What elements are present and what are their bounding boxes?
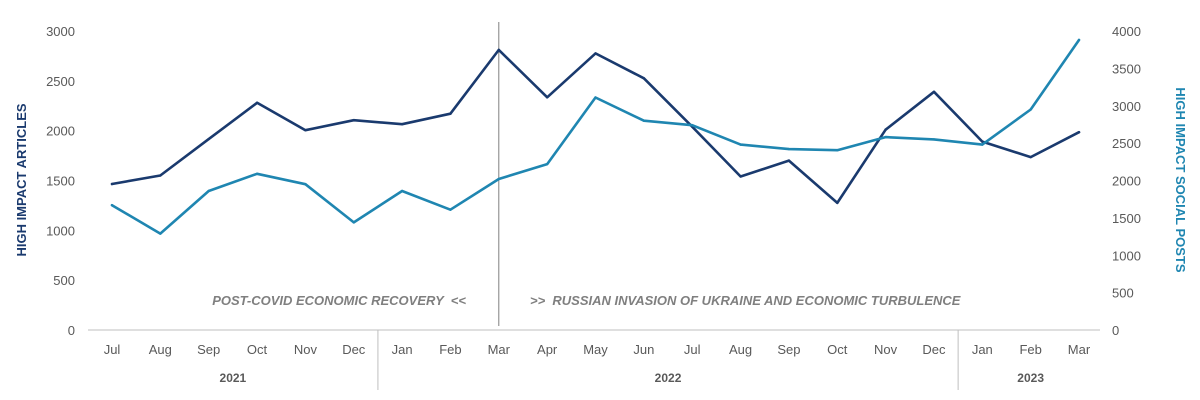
annotation-right: >> RUSSIAN INVASION OF UKRAINE AND ECONO… [530,293,961,308]
social-posts-point [304,183,307,186]
social-posts-point [981,143,984,146]
x-tick-label: Apr [537,342,558,357]
articles-point [545,96,549,99]
articles-point [836,201,839,205]
right-tick-label: 1000 [1112,248,1141,263]
right-tick-label: 4000 [1112,24,1141,39]
articles-point [159,174,162,177]
left-tick-label: 500 [53,273,75,288]
left-tick-label: 0 [68,323,75,338]
x-tick-label: Jul [104,342,121,357]
articles-point [207,137,210,141]
social-posts-point [255,172,259,175]
social-posts-point [207,189,210,193]
social-posts-point [159,232,162,235]
articles-point [1029,155,1032,159]
x-tick-label: Mar [1068,342,1091,357]
year-label: 2021 [220,371,247,385]
right-tick-label: 1500 [1112,211,1141,226]
x-tick-label: Sep [777,342,800,357]
x-tick-label: Mar [488,342,511,357]
axes-layer: 0 500 1000 1500 2000 2500 3000 0 500 1000 1500 2000… [46,22,1141,390]
articles-point [642,77,646,80]
x-tick-label: Nov [874,342,898,357]
articles-point [110,182,114,186]
articles-point [304,128,307,132]
articles-point [739,175,742,178]
right-tick-label: 0 [1112,323,1119,338]
social-posts-point [739,143,742,146]
right-tick-label: 2000 [1112,174,1141,189]
social-posts-point [352,221,355,224]
right-tick-label: 3000 [1112,99,1141,114]
social-posts-point [400,189,404,193]
social-posts-point [1077,38,1081,42]
left-tick-label: 1000 [46,223,75,238]
social-posts-point [594,96,597,99]
articles-point [932,90,936,93]
social-posts-point [932,138,936,141]
social-posts-series-line [110,38,1081,235]
annotation-left: POST-COVID ECONOMIC RECOVERY << [212,293,466,308]
x-tick-label: Dec [922,342,946,357]
left-tick-label: 1500 [46,174,75,189]
social-posts-point [545,162,549,166]
articles-point [884,128,887,131]
year-label: 2022 [655,371,682,385]
year-label: 2023 [1017,371,1044,385]
articles-point [255,101,259,104]
social-posts-point [1029,108,1032,111]
x-tick-label: Jan [392,342,413,357]
articles-series-line [110,48,1081,205]
social-posts-point [691,123,694,127]
articles-point [594,52,597,55]
x-tick-label: Feb [1019,342,1041,357]
right-tick-label: 3500 [1112,61,1141,76]
social-posts-point [642,119,646,122]
x-tick-label: Aug [149,342,172,357]
right-tick-label: 500 [1112,286,1134,301]
social-posts-point [449,208,452,211]
x-tick-label: Oct [247,342,268,357]
right-axis-title: HIGH IMPACT SOCIAL POSTS [1173,87,1188,272]
articles-point [497,48,500,52]
left-tick-label: 2000 [46,124,75,139]
social-posts-point [497,177,500,181]
social-posts-point [836,149,839,152]
social-posts-point [787,147,791,151]
x-tick-label: Jan [972,342,993,357]
articles-point [787,159,791,162]
social-posts-point [110,203,114,207]
series-layer [110,38,1081,235]
articles-point [1077,130,1081,134]
left-tick-label: 2500 [46,74,75,89]
articles-point [981,140,984,143]
left-tick-label: 3000 [46,24,75,39]
x-tick-label: Dec [342,342,366,357]
x-tick-label: Jun [633,342,654,357]
articles-point [449,112,452,115]
x-tick-label: Jul [684,342,701,357]
left-axis-title: HIGH IMPACT ARTICLES [14,103,29,256]
right-tick-label: 2500 [1112,136,1141,151]
x-tick-label: Sep [197,342,220,357]
articles-point [352,119,355,122]
articles-point [400,122,404,126]
x-tick-label: Oct [827,342,848,357]
social-posts-point [884,135,887,139]
x-tick-label: May [583,342,608,357]
x-tick-label: Nov [294,342,318,357]
x-tick-label: Aug [729,342,752,357]
x-tick-label: Feb [439,342,461,357]
